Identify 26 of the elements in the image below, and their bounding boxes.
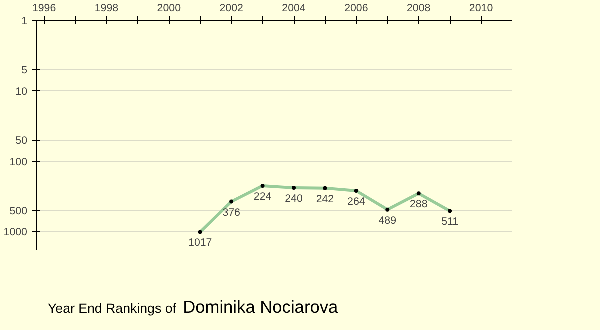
x-tick-label: 2004	[282, 2, 306, 14]
data-label: 240	[285, 193, 303, 206]
x-tick-label: 1998	[94, 2, 119, 14]
x-tick-label: 2006	[344, 2, 368, 14]
y-tick-label: 5	[22, 64, 28, 77]
data-label: 511	[442, 216, 459, 228]
data-label: 1017	[188, 237, 212, 250]
y-tick-label: 1	[22, 16, 28, 28]
x-tick-label: 1996	[32, 2, 56, 14]
data-label: 288	[410, 198, 428, 211]
data-label: 376	[222, 206, 241, 219]
y-tick-label: 50	[16, 135, 28, 148]
data-label: 264	[348, 196, 366, 208]
text: Dominika Nociarova	[183, 297, 338, 317]
x-tick-label: 2010	[469, 2, 494, 14]
data-label: 242	[316, 193, 334, 206]
y-tick-label: 500	[10, 206, 28, 218]
x-tick-label: 2000	[157, 2, 182, 14]
y-tick-label: 1000	[4, 226, 28, 239]
text: Year End Rankings of	[48, 301, 176, 316]
data-label: 224	[254, 190, 272, 203]
data-label: 489	[378, 214, 397, 227]
x-tick-label: 2002	[220, 2, 244, 14]
x-tick-label: 2008	[407, 2, 431, 14]
y-tick-label: 10	[16, 86, 28, 98]
y-tick-label: 100	[10, 156, 28, 168]
